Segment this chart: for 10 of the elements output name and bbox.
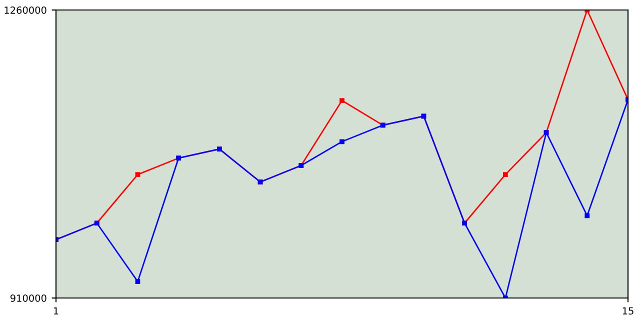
- point: [584, 213, 590, 218]
- y-tick-label: 1260000: [4, 6, 46, 14]
- point: [340, 98, 344, 103]
- point: [135, 172, 140, 177]
- point: [503, 172, 508, 177]
- y-tick-label: 910000: [10, 294, 46, 302]
- x-tick-label: 15: [622, 307, 634, 315]
- x-tick-label: 1: [54, 307, 58, 314]
- point: [340, 139, 344, 144]
- point: [135, 279, 140, 284]
